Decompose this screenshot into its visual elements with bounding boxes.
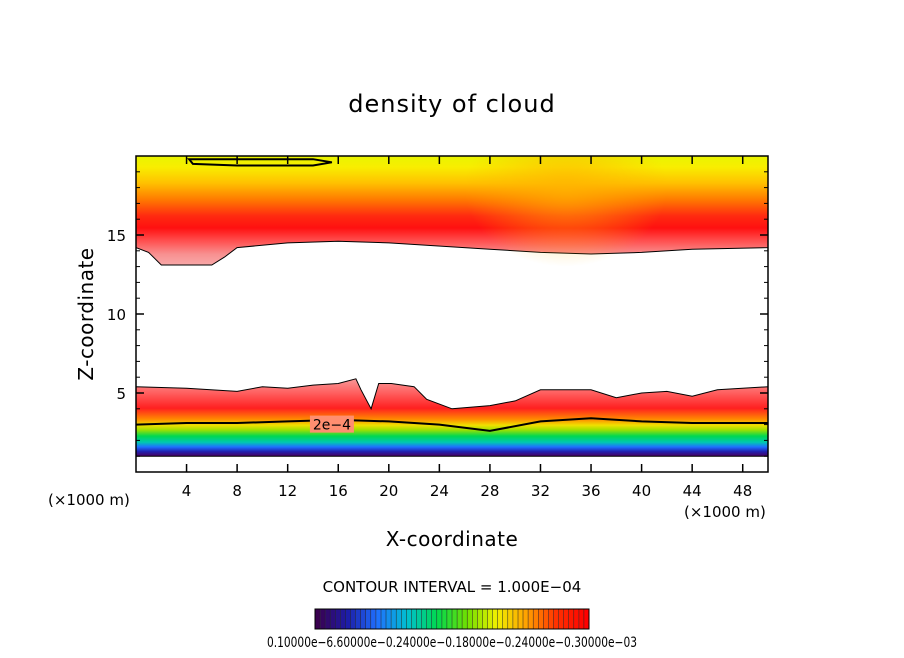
colorbar-swatch: [375, 609, 381, 629]
colorbar-swatch: [416, 609, 422, 629]
colorbar-swatch: [472, 609, 478, 629]
colorbar-swatch: [325, 609, 331, 629]
colorbar-swatch: [457, 609, 463, 629]
x-tick-label: 12: [278, 482, 297, 500]
colorbar-swatch: [320, 609, 326, 629]
colorbar-swatch: [507, 609, 513, 629]
colorbar-swatch: [558, 609, 564, 629]
chart-title: density of cloud: [348, 90, 555, 118]
colorbar-swatch: [370, 609, 376, 629]
y-tick-label: 10: [107, 306, 126, 324]
colorbar-swatch: [497, 609, 503, 629]
colorbar-swatch: [502, 609, 508, 629]
contour-line-2e-4: [136, 417, 768, 432]
colorbar-swatch: [563, 609, 569, 629]
colorbar-swatch: [386, 609, 392, 629]
x-tick-label: 24: [430, 482, 449, 500]
contour-label: 2e−4: [313, 418, 351, 434]
y-tick-label: 5: [116, 385, 126, 403]
colorbar-swatch: [421, 609, 427, 629]
x-tick-label: 40: [632, 482, 651, 500]
colorbar-swatch: [411, 609, 417, 629]
colorbar-swatch: [315, 609, 321, 629]
colorbar-swatch: [528, 609, 534, 629]
colorbar-swatch: [512, 609, 518, 629]
colorbar-swatch: [543, 609, 549, 629]
colorbar-swatch: [446, 609, 452, 629]
colorbar-swatch: [462, 609, 468, 629]
colorbar-swatch: [538, 609, 544, 629]
colorbar-swatch: [452, 609, 458, 629]
colorbar-swatch: [578, 609, 584, 629]
upper-cloud-band: [136, 156, 768, 266]
contour-line-upper: [187, 158, 333, 167]
colorbar-swatch: [487, 609, 493, 629]
x-tick-label: 20: [379, 482, 398, 500]
colorbar-swatch: [396, 609, 402, 629]
x-tick-label: 28: [480, 482, 499, 500]
colorbar-swatch: [350, 609, 356, 629]
colorbar-swatch: [518, 609, 524, 629]
x-unit-right: (×1000 m): [684, 503, 766, 521]
colorbar-swatch: [573, 609, 579, 629]
x-tick-label: 8: [232, 482, 242, 500]
colorbar-swatch: [436, 609, 442, 629]
colorbar: [314, 609, 589, 629]
colorbar-swatch: [401, 609, 407, 629]
x-axis-label: X-coordinate: [386, 527, 519, 551]
colorbar-swatch: [381, 609, 387, 629]
lower-cloud-band: [136, 378, 768, 457]
colorbar-swatch: [335, 609, 341, 629]
colorbar-swatch: [360, 609, 366, 629]
colorbar-labels: 0.10000e−6.60000e−0.24000e−0.18000e−0.24…: [267, 635, 637, 651]
colorbar-swatch: [340, 609, 346, 629]
contour-interval-text: CONTOUR INTERVAL = 1.000E−04: [323, 578, 582, 596]
x-tick-label: 32: [531, 482, 550, 500]
colorbar-swatch: [330, 609, 336, 629]
x-tick-label: 36: [581, 482, 600, 500]
contour-label-background: [309, 415, 354, 433]
colorbar-swatch: [431, 609, 437, 629]
colorbar-swatch: [482, 609, 488, 629]
y-tick-label: 15: [107, 227, 126, 245]
colorbar-swatch: [553, 609, 559, 629]
x-tick-label: 4: [182, 482, 192, 500]
colorbar-swatch: [583, 609, 589, 629]
colorbar-swatch: [523, 609, 529, 629]
colorbar-swatch: [477, 609, 483, 629]
colorbar-swatch: [467, 609, 473, 629]
colorbar-frame: [314, 608, 590, 630]
x-tick-label: 16: [329, 482, 348, 500]
colorbar-swatch: [492, 609, 498, 629]
x-unit-left: (×1000 m): [48, 491, 130, 509]
colorbar-swatch: [345, 609, 351, 629]
y-axis-label: Z-coordinate: [74, 247, 98, 380]
colorbar-swatch: [391, 609, 397, 629]
upper-band-highlight: [464, 156, 667, 267]
colorbar-swatch: [355, 609, 361, 629]
x-tick-label: 44: [683, 482, 702, 500]
colorbar-swatch: [406, 609, 412, 629]
colorbar-swatch: [365, 609, 371, 629]
colorbar-swatch: [548, 609, 554, 629]
colorbar-swatch: [441, 609, 447, 629]
colorbar-swatch: [426, 609, 432, 629]
colorbar-swatch: [568, 609, 574, 629]
x-tick-label: 48: [733, 482, 752, 500]
colorbar-swatch: [533, 609, 539, 629]
